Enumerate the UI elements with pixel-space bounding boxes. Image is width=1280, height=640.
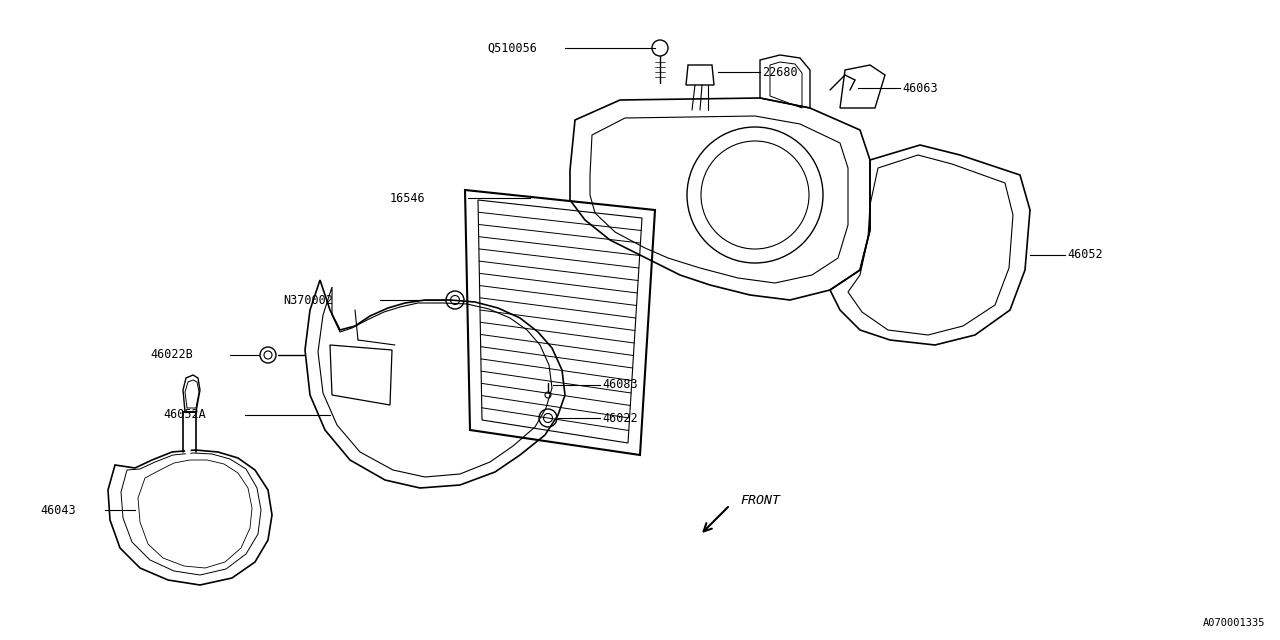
Text: 46022B: 46022B <box>150 349 193 362</box>
Text: 16546: 16546 <box>390 191 426 205</box>
Text: 46022: 46022 <box>602 412 637 424</box>
Text: 22680: 22680 <box>762 65 797 79</box>
Text: N370002: N370002 <box>283 294 333 307</box>
Text: Q510056: Q510056 <box>486 42 536 54</box>
Text: FRONT: FRONT <box>740 493 780 506</box>
Text: 46052: 46052 <box>1068 248 1102 262</box>
Text: 46083: 46083 <box>602 378 637 392</box>
Text: A070001335: A070001335 <box>1202 618 1265 628</box>
Text: 46063: 46063 <box>902 81 938 95</box>
Text: 46043: 46043 <box>40 504 76 516</box>
Text: 46052A: 46052A <box>163 408 206 422</box>
